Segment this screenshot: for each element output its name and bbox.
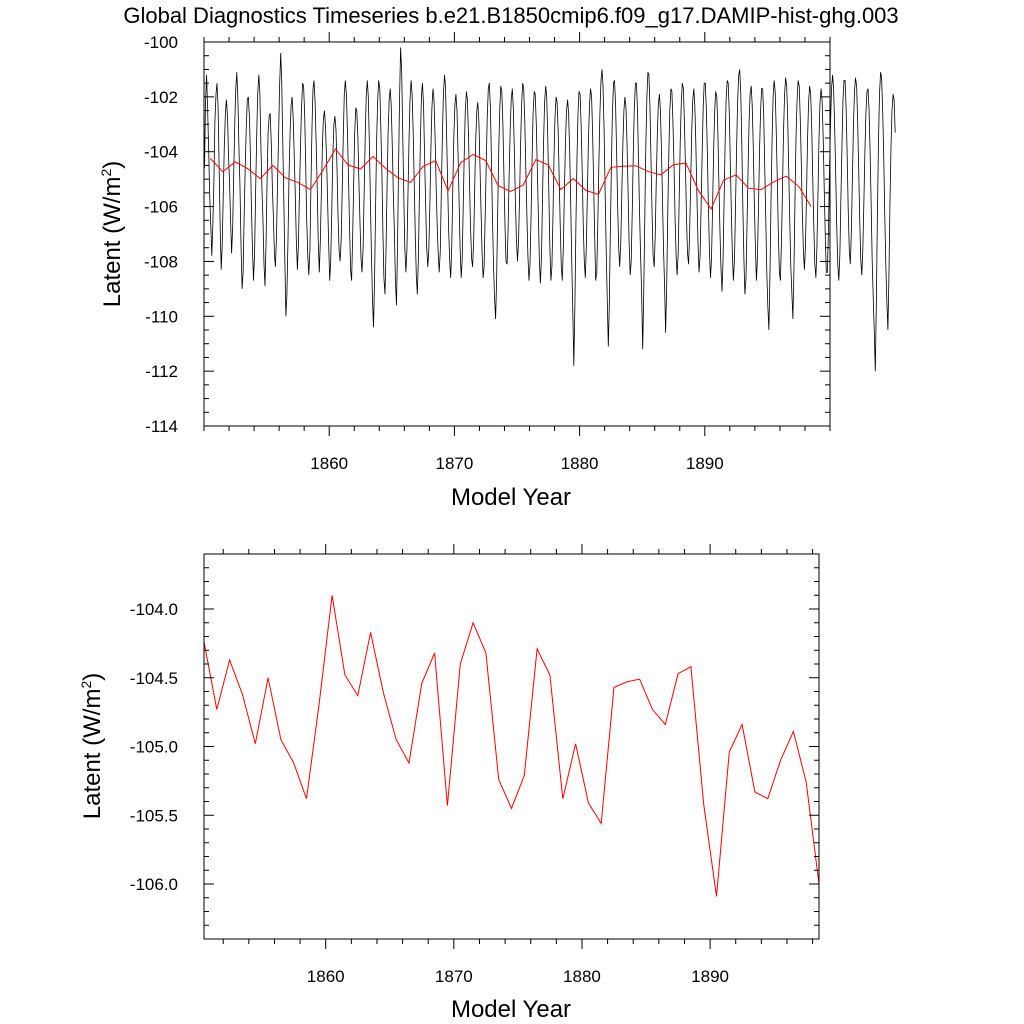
panel-bottom-frame bbox=[203, 553, 820, 940]
ytick-label: -104.5 bbox=[130, 669, 178, 688]
ytick-label: -106 bbox=[144, 198, 178, 217]
panel-bottom: -106.0 -105.5 -105.0 -104.5 -104.0 1860 1870 18… bbox=[78, 544, 820, 1023]
panel-bottom-ticks bbox=[204, 544, 819, 949]
series-line-monthly bbox=[204, 47, 896, 372]
ytick-label: -105.5 bbox=[130, 806, 178, 825]
xtick-label: 1870 bbox=[435, 454, 473, 473]
xtick-label: 1890 bbox=[691, 967, 729, 986]
panel-bottom-ylabel: Latent (W/m2) bbox=[78, 673, 106, 820]
xtick-label: 1880 bbox=[563, 967, 601, 986]
xtick-label: 1860 bbox=[307, 967, 345, 986]
panel-bottom-xlabel: Model Year bbox=[451, 996, 571, 1023]
xtick-label: 1870 bbox=[435, 967, 473, 986]
ytick-label: -104 bbox=[144, 143, 178, 162]
panel-top-xlabel: Model Year bbox=[451, 484, 571, 511]
panel-top: -114 -112 -110 -108 -106 -104 -102 -100 1860 1870… bbox=[98, 32, 896, 511]
xtick-label: 1860 bbox=[310, 454, 348, 473]
ytick-label: -114 bbox=[145, 417, 178, 436]
ytick-label: -100 bbox=[144, 33, 178, 52]
ytick-label: -110 bbox=[145, 307, 178, 326]
panel-top-frame bbox=[203, 41, 831, 427]
ytick-label: -105.0 bbox=[130, 738, 178, 757]
xtick-label: 1890 bbox=[686, 454, 724, 473]
series-line-annual bbox=[203, 595, 820, 897]
panel-top-ticks bbox=[203, 32, 831, 436]
panel-top-ticklabels: -114 -112 -110 -108 -106 -104 -102 -100 1860 1870… bbox=[144, 33, 724, 473]
ytick-label: -102 bbox=[144, 88, 178, 107]
xtick-label: 1880 bbox=[561, 454, 599, 473]
ytick-label: -108 bbox=[144, 252, 178, 271]
ytick-label: -104.0 bbox=[130, 600, 178, 619]
ytick-label: -112 bbox=[145, 362, 178, 381]
figure-title: Global Diagnostics Timeseries b.e21.B185… bbox=[123, 3, 898, 28]
panel-bottom-marks bbox=[203, 595, 820, 897]
ytick-label: -106.0 bbox=[130, 875, 178, 894]
panel-top-marks bbox=[204, 47, 896, 372]
panel-bottom-ticklabels: -106.0 -105.5 -105.0 -104.5 -104.0 1860 1870 18… bbox=[130, 600, 729, 986]
panel-top-ylabel: Latent (W/m2) bbox=[98, 161, 126, 308]
series-line-annual bbox=[209, 148, 812, 211]
